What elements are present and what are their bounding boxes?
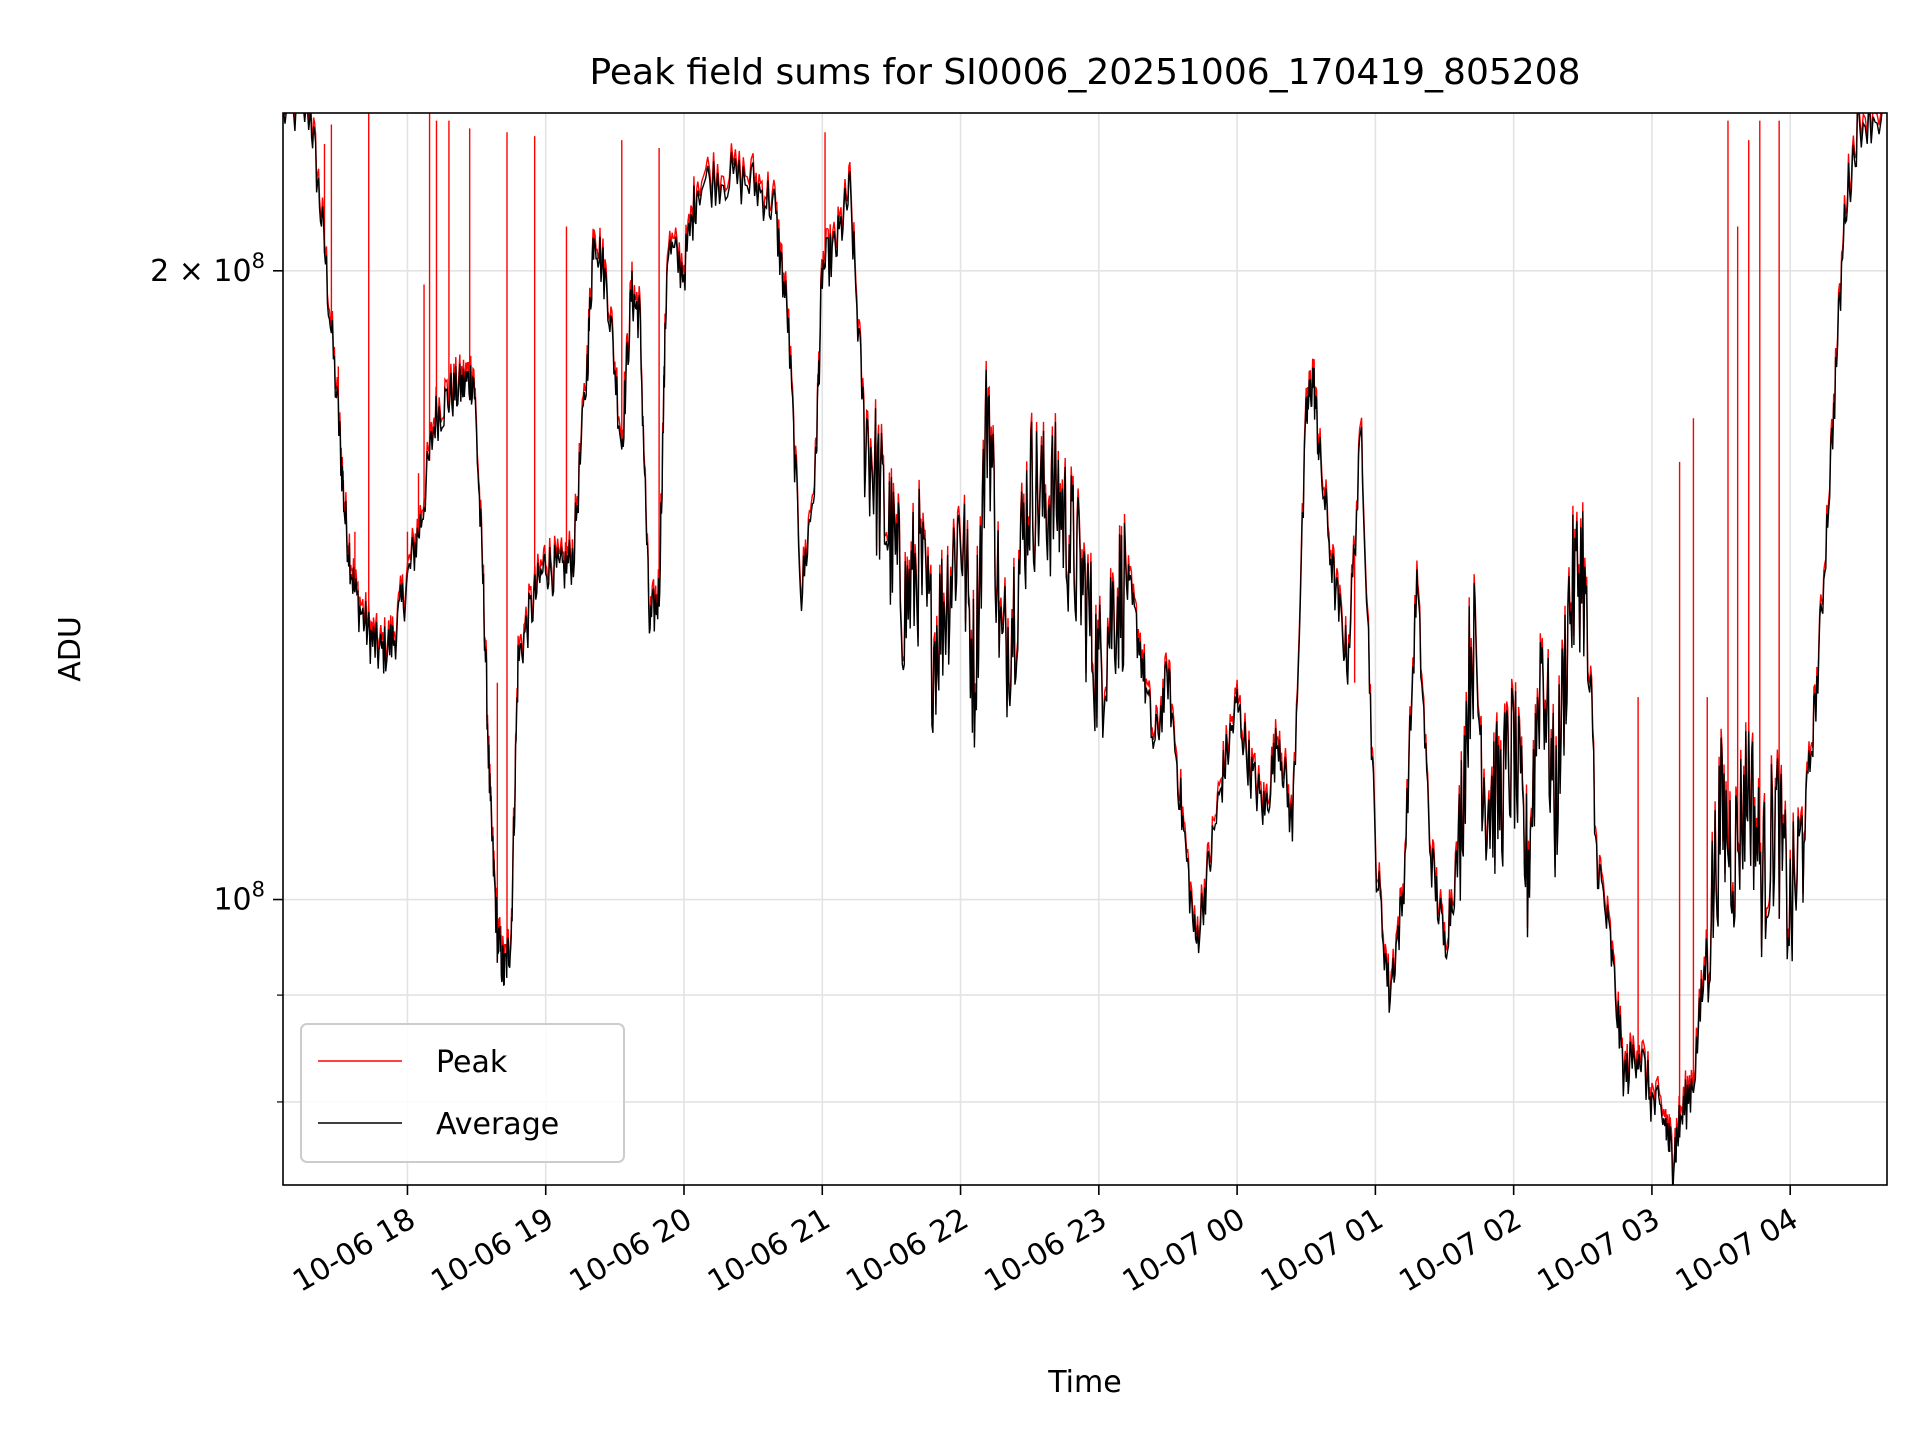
axes-frame bbox=[282, 112, 1888, 1186]
chart-title: Peak field sums for SI0006_20251006_1704… bbox=[589, 52, 1580, 93]
legend-average-label: Average bbox=[436, 1107, 559, 1142]
x-axis-label: Time bbox=[1047, 1365, 1121, 1400]
grid bbox=[283, 113, 1887, 1185]
legend-box bbox=[300, 1023, 625, 1163]
y-axis: 108 2 × 108 bbox=[150, 249, 283, 1103]
average-series-line bbox=[283, 113, 1887, 1185]
legend-peak-label: Peak bbox=[436, 1045, 508, 1080]
peak-series-line bbox=[284, 113, 1882, 1179]
y-axis-label: ADU bbox=[53, 616, 88, 682]
y-tick-label: 2 × 108 bbox=[150, 249, 265, 289]
legend: Peak Average bbox=[300, 1023, 625, 1163]
plot-area bbox=[283, 113, 1887, 1185]
y-tick-label: 108 bbox=[213, 878, 265, 918]
